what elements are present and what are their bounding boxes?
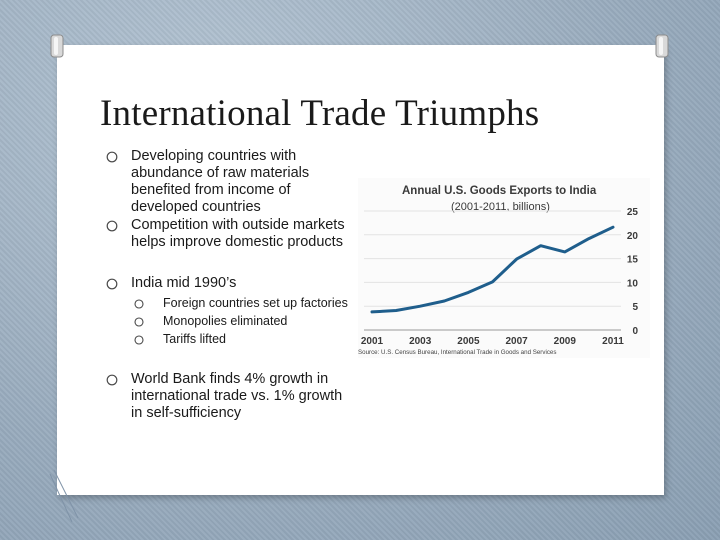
- sub-bullet-text: Foreign countries set up factories: [163, 296, 348, 310]
- data-point: [443, 300, 445, 302]
- data-point: [612, 226, 614, 228]
- x-tick-label: 2001: [361, 336, 384, 347]
- x-tick-label: 2007: [505, 336, 528, 347]
- x-tick-label: 2011: [602, 336, 624, 347]
- data-point: [540, 245, 542, 247]
- sub-bullet-item: Foreign countries set up factories: [134, 297, 356, 310]
- bullet-text: Developing countries with abundance of r…: [131, 148, 310, 215]
- data-point: [371, 311, 373, 313]
- pushpin-left-icon: [50, 34, 64, 58]
- y-tick-label: 25: [627, 207, 639, 218]
- circle-bullet-icon: [134, 317, 144, 327]
- y-tick-label: 0: [632, 326, 638, 337]
- chart-subtitle: (2001-2011, billions): [451, 201, 550, 213]
- pushpin-right-icon: [655, 34, 669, 58]
- circle-bullet-icon: [134, 335, 144, 345]
- bullet-item: Competition with outside markets helps i…: [106, 217, 356, 251]
- data-point: [467, 291, 469, 293]
- x-tick-label: 2005: [457, 336, 480, 347]
- circle-bullet-icon: [106, 220, 118, 232]
- y-tick-label: 15: [627, 255, 639, 266]
- chart-title: Annual U.S. Goods Exports to India: [402, 185, 597, 197]
- circle-bullet-icon: [134, 299, 144, 309]
- x-tick-label: 2003: [409, 336, 432, 347]
- bullet-list: Developing countries with abundance of r…: [106, 148, 356, 422]
- bullet-text: India mid 1990’s: [131, 275, 237, 291]
- y-tick-label: 5: [632, 302, 638, 313]
- sub-bullet-text: Monopolies eliminated: [163, 314, 288, 328]
- slide-title: International Trade Triumphs: [100, 93, 540, 134]
- data-point: [395, 309, 397, 311]
- page-curl-decoration: [49, 469, 79, 523]
- data-point: [516, 258, 518, 260]
- line-chart: Annual U.S. Goods Exports to India (2001…: [358, 185, 639, 356]
- y-tick-label: 20: [627, 231, 639, 242]
- data-point: [564, 251, 566, 253]
- x-tick-label: 2009: [554, 336, 577, 347]
- y-tick-label: 10: [627, 278, 639, 289]
- bullet-text: Competition with outside markets helps i…: [131, 217, 345, 250]
- bullet-item: India mid 1990’s: [106, 275, 356, 292]
- exports-chart: Annual U.S. Goods Exports to India (2001…: [358, 178, 650, 358]
- data-point: [492, 281, 493, 283]
- circle-bullet-icon: [106, 278, 118, 290]
- sub-bullet-item: Monopolies eliminated: [134, 315, 356, 328]
- bullet-text: World Bank finds 4% growth in internatio…: [131, 371, 343, 421]
- sub-bullet-item: Tariffs lifted: [134, 333, 356, 346]
- data-point: [588, 238, 590, 240]
- series-line: [370, 225, 615, 314]
- sub-bullet-text: Tariffs lifted: [163, 332, 226, 346]
- bullet-item: Developing countries with abundance of r…: [106, 148, 356, 216]
- data-point: [419, 305, 421, 307]
- chart-source: Source: U.S. Census Bureau, Internationa…: [358, 349, 556, 356]
- circle-bullet-icon: [106, 374, 118, 386]
- circle-bullet-icon: [106, 151, 118, 163]
- bullet-item: World Bank finds 4% growth in internatio…: [106, 371, 356, 422]
